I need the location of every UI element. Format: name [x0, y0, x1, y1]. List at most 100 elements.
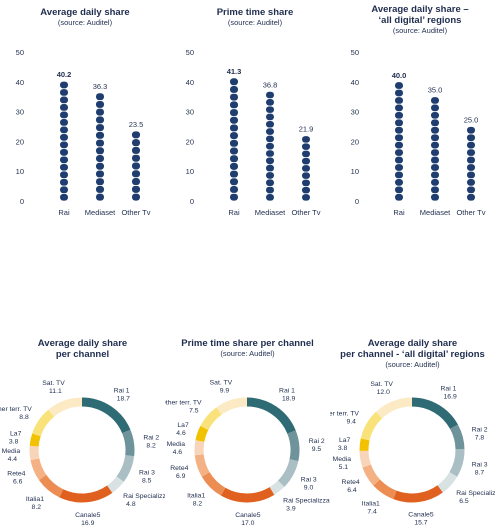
bar-dot — [132, 131, 140, 139]
bar — [230, 78, 238, 201]
y-tick-label: 0 — [355, 197, 359, 206]
bar-dot — [431, 111, 439, 119]
y-tick-label: 10 — [186, 167, 194, 176]
bar-dot — [230, 170, 238, 178]
bar-dot — [230, 132, 238, 140]
bar-dot — [467, 186, 475, 194]
slice-label: La7 3.8 — [338, 437, 351, 452]
x-tick-label: Other Tv — [456, 208, 485, 217]
bar-dot — [230, 124, 238, 132]
y-tick-label: 20 — [351, 137, 359, 146]
slice-label: Rete4 6.6 — [7, 471, 25, 486]
data-label: 35.0 — [428, 86, 443, 95]
bar-dot — [302, 186, 310, 194]
bar-dot — [230, 93, 238, 101]
bar-dot — [60, 104, 68, 111]
donut-panel-digital: Average daily share per channel - ‘all d… — [330, 335, 495, 527]
bar-panel-daily: Average daily share (source: Auditel) 0 1… — [10, 0, 160, 230]
donut-slice — [437, 471, 458, 493]
donut-slice — [359, 438, 370, 451]
bar-dot — [96, 185, 104, 193]
bar-dot — [60, 96, 68, 104]
slice-label: Rai Specializzate6.5 — [456, 490, 495, 505]
bar-dot — [230, 162, 238, 170]
donut-slice — [393, 485, 443, 503]
donut-chart-prime: Rai 1 18.9 Rai 2 9.5 Rai 3 9.0 Rai Specializza… — [165, 379, 330, 527]
chart-title: Prime time share — [216, 7, 294, 18]
donut-slice — [194, 454, 210, 477]
bar-dot — [60, 171, 68, 179]
bar-dot — [431, 126, 439, 134]
bar-dot — [266, 106, 274, 113]
y-tick-label: 30 — [16, 108, 24, 117]
bar-dot — [431, 156, 439, 164]
donut-panel-prime: Prime time share per channel (source: Au… — [165, 335, 330, 527]
slice-label: Sat. TV 9.9 — [210, 379, 233, 394]
bar-dot — [60, 141, 68, 149]
bar-dot — [230, 139, 238, 147]
bar-dot — [230, 109, 238, 117]
donut-slice — [81, 397, 131, 434]
donut-chart-digital: Rai 116.9 Rai 27.8 Rai 38.7 Rai Specializza… — [330, 381, 495, 527]
bar-dot — [96, 162, 104, 170]
bar-dot — [467, 164, 475, 171]
bar-chart-prime: 0 10 20 30 40 50 41.3 Rai 36.8 Mediaset 21.9 Other … — [186, 48, 321, 217]
chart-title: Average daily share – ‘all digital’ regi… — [371, 4, 469, 26]
donut-slice — [360, 411, 383, 441]
bar-dot — [266, 150, 274, 157]
bar-dot — [431, 104, 439, 112]
bar-dot — [60, 119, 68, 126]
bar — [302, 136, 310, 201]
slice-label: Rai 3 8.5 — [139, 470, 155, 485]
bar-dot — [266, 172, 274, 179]
donut-slice — [246, 397, 296, 434]
bar-dot — [395, 126, 403, 134]
donut-slice — [287, 430, 300, 462]
bar-dot — [266, 157, 274, 165]
bar-dot — [96, 139, 104, 147]
bar-dot — [96, 108, 104, 116]
donut-slice — [200, 407, 222, 431]
bar-dot — [60, 89, 68, 96]
bar-dot — [431, 171, 439, 179]
bar-dot — [395, 156, 403, 164]
bar-panel-digital: Average daily share – ‘all digital’ regi… — [345, 0, 495, 230]
bar-dot — [266, 179, 274, 187]
bar-dot — [302, 150, 310, 158]
bar — [96, 93, 104, 201]
bar-dot — [395, 104, 403, 112]
bar-chart-digital: 0 10 20 30 40 50 40.0 Rai 35.0 Mediaset 25.0 Other … — [351, 48, 486, 217]
bar-dot — [96, 155, 104, 162]
slice-label: Canale5 15.7 — [408, 511, 434, 526]
slice-label: Rai 2 8.2 — [143, 435, 159, 450]
bar-dot — [395, 89, 403, 97]
bar-dot — [431, 164, 439, 171]
chart-title: Average daily share per channel — [37, 338, 128, 360]
slice-label: Rai 1 18.9 — [279, 388, 295, 403]
bar-panel-prime: Prime time share (source: Auditel) 0 10 20… — [180, 0, 330, 230]
x-tick-label: Mediaset — [255, 208, 286, 217]
y-tick-label: 10 — [351, 167, 359, 176]
chart-title: Prime time share per channel — [181, 338, 314, 349]
donut-slice — [29, 445, 40, 461]
bar-dot — [60, 133, 68, 141]
donut-slice — [38, 474, 64, 498]
bar-dot — [467, 156, 475, 164]
y-tick-label: 20 — [186, 137, 194, 146]
bar-dot — [96, 124, 104, 132]
bar-dot — [230, 78, 238, 86]
bar-dot — [60, 156, 68, 164]
chart-title: Average daily share per channel - ‘all d… — [340, 338, 485, 360]
chart-title: Average daily share — [40, 7, 130, 18]
bar-dot — [230, 186, 238, 193]
slice-label: Other terr. TV7.5 — [165, 400, 202, 415]
bar-dot — [302, 143, 310, 150]
y-tick-label: 30 — [351, 108, 359, 117]
bar-dot — [266, 113, 274, 121]
bar-dot — [467, 126, 475, 134]
bar-dot — [60, 126, 68, 134]
data-label: 36.3 — [93, 82, 108, 91]
